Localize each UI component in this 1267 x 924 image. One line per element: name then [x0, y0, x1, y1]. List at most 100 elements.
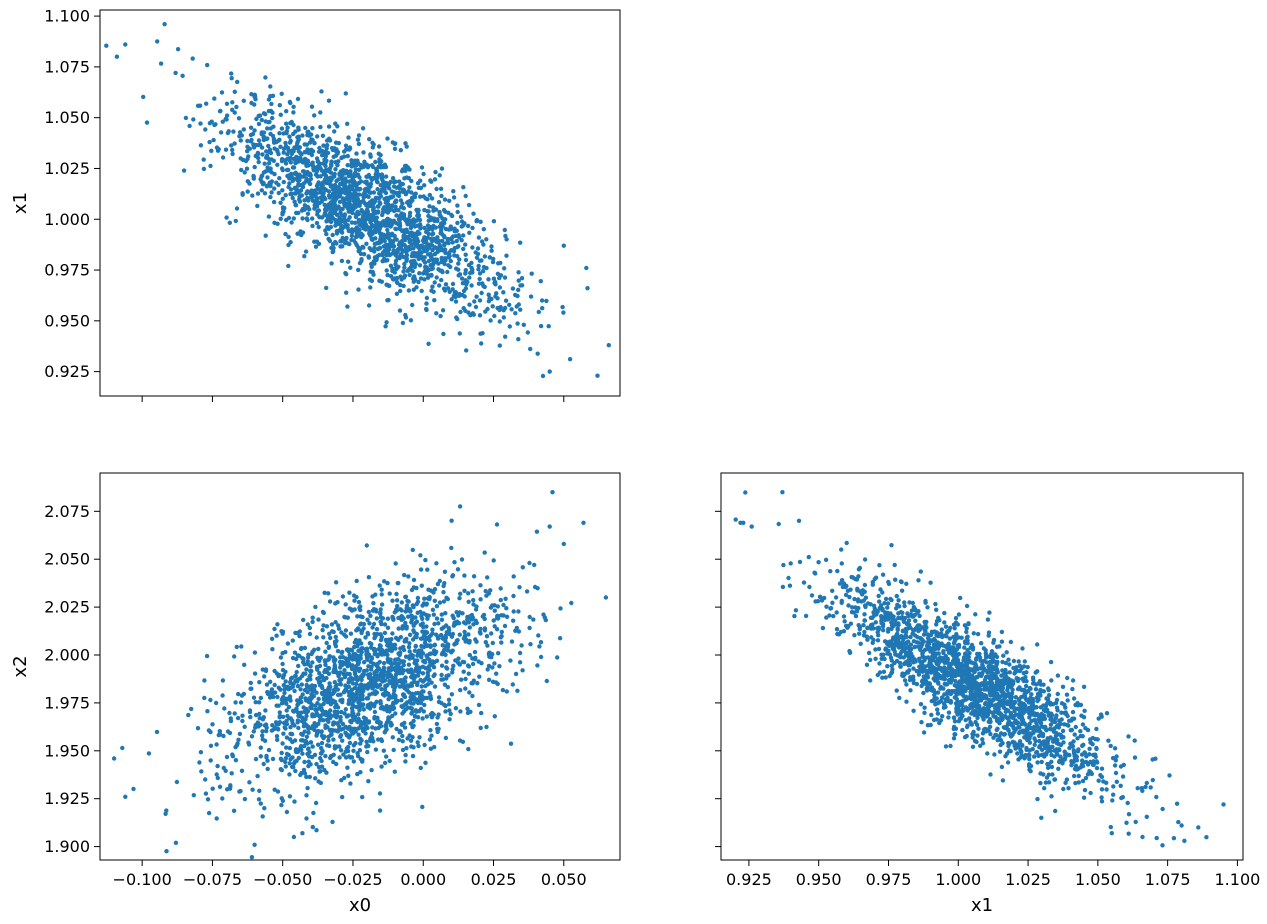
- scatter-point: [214, 742, 219, 747]
- scatter-point: [310, 126, 315, 131]
- scatter-point: [301, 656, 306, 662]
- scatter-point: [403, 230, 408, 235]
- scatter-point: [436, 621, 441, 626]
- scatter-point: [516, 302, 521, 307]
- scatter-point: [517, 660, 523, 665]
- scatter-point: [280, 798, 286, 803]
- scatter-point: [423, 760, 428, 765]
- scatter-point: [372, 249, 377, 254]
- scatter-point: [383, 258, 388, 263]
- scatter-point: [382, 235, 387, 240]
- scatter-point: [444, 643, 450, 649]
- scatter-point: [203, 777, 208, 782]
- scatter-point: [498, 597, 503, 603]
- scatter-point: [429, 733, 434, 738]
- scatter-point: [287, 772, 292, 777]
- scatter-point: [391, 747, 396, 753]
- scatter-point: [249, 734, 255, 739]
- scatter-point: [257, 700, 262, 705]
- scatter-point: [482, 626, 488, 631]
- scatter-point: [441, 590, 446, 595]
- scatter-point: [401, 647, 407, 653]
- scatter-point: [547, 524, 552, 529]
- scatter-point: [439, 663, 445, 668]
- scatter-point: [462, 221, 467, 226]
- y-tick-label: 1.025: [44, 159, 90, 178]
- scatter-point: [467, 625, 472, 630]
- scatter-point: [304, 667, 309, 672]
- scatter-point: [309, 152, 315, 158]
- scatter-point: [205, 797, 211, 802]
- scatter-point: [174, 779, 180, 785]
- scatter-point: [355, 689, 360, 695]
- scatter-point: [392, 683, 398, 689]
- scatter-point: [424, 630, 429, 636]
- scatter-point: [360, 794, 365, 800]
- scatter-point: [362, 220, 367, 225]
- scatter-point: [316, 679, 322, 684]
- scatter-point: [363, 635, 368, 640]
- scatter-point: [449, 648, 454, 654]
- scatter-point: [322, 157, 327, 162]
- scatter-point: [282, 725, 287, 730]
- scatter-point: [476, 702, 482, 708]
- scatter-point: [304, 142, 309, 147]
- scatter-point: [436, 261, 441, 266]
- scatter-point: [330, 232, 335, 238]
- scatter-point: [358, 179, 364, 184]
- scatter-point: [513, 311, 518, 316]
- scatter-point: [180, 73, 185, 79]
- scatter-point: [388, 263, 394, 268]
- scatter-point: [351, 183, 356, 188]
- scatter-point: [1126, 831, 1131, 836]
- scatter-point: [401, 206, 406, 211]
- scatter-point: [225, 787, 230, 792]
- scatter-point: [321, 623, 326, 628]
- scatter-point: [419, 655, 424, 660]
- scatter-point: [337, 219, 342, 224]
- scatter-point: [347, 228, 352, 234]
- scatter-point: [261, 715, 266, 720]
- scatter-point: [908, 688, 913, 693]
- scatter-point: [281, 179, 286, 185]
- scatter-point: [441, 625, 446, 630]
- scatter-point: [388, 207, 393, 212]
- scatter-point: [484, 724, 489, 730]
- scatter-point: [283, 231, 288, 237]
- scatter-point: [320, 685, 325, 690]
- scatter-point: [882, 656, 887, 662]
- scatter-point: [368, 613, 373, 618]
- scatter-point: [390, 598, 395, 603]
- scatter-point: [355, 614, 360, 619]
- scatter-point: [131, 786, 136, 792]
- scatter-point: [934, 622, 939, 627]
- scatter-point: [416, 667, 422, 673]
- scatter-point: [333, 219, 339, 224]
- scatter-point: [419, 243, 425, 248]
- scatter-point: [499, 634, 504, 639]
- scatter-point: [278, 756, 284, 761]
- scatter-point: [386, 716, 391, 721]
- scatter-point: [449, 545, 454, 551]
- scatter-point: [456, 261, 461, 266]
- scatter-point: [338, 222, 344, 228]
- scatter-point: [275, 737, 280, 742]
- scatter-point: [394, 608, 399, 613]
- scatter-point: [449, 518, 454, 523]
- scatter-point: [999, 764, 1005, 770]
- scatter-point: [280, 741, 285, 746]
- scatter-point: [299, 699, 304, 705]
- scatter-point: [379, 634, 384, 640]
- scatter-point: [390, 251, 395, 256]
- scatter-point: [319, 733, 325, 738]
- scatter-point: [270, 756, 276, 762]
- scatter-point: [266, 161, 272, 166]
- scatter-point: [369, 163, 375, 168]
- scatter-point: [436, 248, 441, 254]
- scatter-point: [376, 144, 382, 149]
- scatter-point: [375, 204, 380, 209]
- scatter-point: [393, 226, 398, 231]
- scatter-point: [406, 574, 411, 579]
- scatter-point: [388, 657, 393, 662]
- scatter-point: [366, 609, 371, 615]
